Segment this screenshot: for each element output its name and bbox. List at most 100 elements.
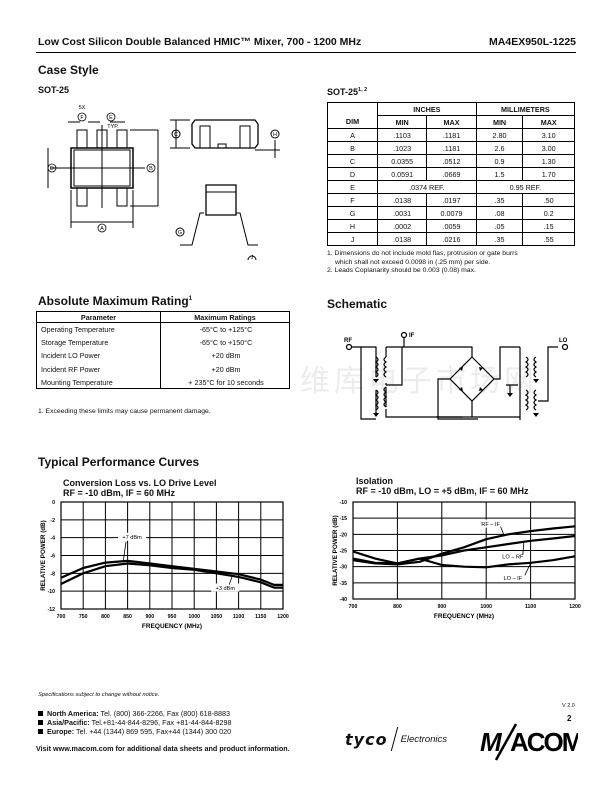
rating-row: Storage Temperature -65°C to +150°C (37, 335, 290, 350)
if-port-label: IF (409, 333, 415, 339)
plot-frame (60, 501, 284, 610)
svg-text:B: B (149, 166, 153, 172)
dim-row: C 0.0355.0512 0.9 1.30 (327, 154, 575, 168)
curves-heading: Typical Performance Curves (38, 455, 200, 469)
col-dim: DIM (327, 115, 378, 129)
contact-region: Europe: (47, 727, 75, 736)
y-tick-label: -35 (340, 581, 348, 587)
series-line-1 (352, 525, 576, 566)
ground-symbols (373, 379, 539, 417)
x-tick-label: 1100 (233, 614, 244, 620)
x-tick-label: 1200 (569, 604, 581, 610)
abs-max-sup: 1 (188, 296, 193, 302)
col-in-max: MAX (426, 115, 477, 129)
rating-parameter: Incident LO Power (41, 351, 101, 361)
dim-table-title: SOT-251, 2 (327, 87, 367, 97)
y-tick-label: -12 (48, 607, 56, 613)
x-tick-label: 700 (349, 604, 358, 610)
label-leader (522, 540, 525, 555)
dim-table-title-sup: 1, 2 (358, 87, 368, 93)
rating-value: +20 dBm (160, 349, 290, 363)
dim-cell: 3.00 (522, 141, 575, 155)
y-tick-label: -4 (50, 536, 55, 542)
x-tick-label: 1000 (480, 604, 492, 610)
rating-row: Incident RF Power +20 dBm (37, 362, 290, 376)
contact-text: Tel. (800) 366-2266, Fax (800) 618-8883 (100, 709, 230, 718)
x-axis-label: FREQUENCY (MHz) (142, 623, 202, 630)
y-tick-label: 0 (52, 500, 55, 506)
e-typ-label: TYP. (107, 124, 119, 130)
contact-line: Europe: Tel. +44 (1344) 869 595, Fax+44 … (38, 727, 231, 736)
col-in-min: MIN (376, 115, 428, 129)
x-tick-label: 1000 (188, 614, 200, 620)
rating-parameter: Incident RF Power (41, 364, 101, 374)
dim-cell: 2.80 (475, 128, 524, 142)
dim-cell: .1181 (426, 128, 477, 142)
abs-max-heading-text: Absolute Maximum Rating (38, 294, 189, 308)
label-bg (498, 573, 527, 582)
svg-text:H: H (273, 132, 277, 138)
dim-cell: .15 (522, 219, 575, 233)
dim-cell: B (327, 141, 378, 155)
col-mm-max: MAX (522, 115, 575, 129)
sot25-drawing-title: SOT-25 (38, 85, 70, 95)
dim-table-title-text: SOT-25 (327, 87, 359, 97)
series-label: RF – IF (481, 522, 500, 528)
y-tick-label: -10 (340, 500, 348, 506)
dim-cell: G (327, 206, 378, 220)
chart1-subtitle: RF = -10 dBm, IF = 60 MHz (63, 488, 176, 498)
dim-cell: J (327, 232, 378, 246)
dim-cell: .0138 (376, 193, 428, 207)
dim-cell: .0059 (426, 219, 477, 233)
package-outline-drawing: D B A F E 5X TYP. C H G J (47, 105, 280, 260)
x-tick-label: 700 (57, 614, 66, 620)
rating-value: -65°C to +125°C (160, 322, 290, 336)
dim-cell: 2.6 (475, 141, 524, 155)
isolation-chart: 700 800 900 1000 1100 1200 -10 -15 -20 -25 -30 -35 -… (332, 500, 581, 620)
label-leader (524, 562, 531, 576)
svg-text:A: A (100, 226, 104, 232)
y-tick-label: -25 (340, 549, 348, 555)
x-tick-label: 900 (437, 604, 446, 610)
part-number: MA4EX950L-1225 (489, 36, 576, 48)
dim-cell: .0002 (376, 219, 428, 233)
dim-blank-header (327, 102, 378, 116)
y-axis-label: RELATIVE POWER (dB) (40, 520, 47, 591)
series-label: +3 dBm (216, 586, 236, 592)
x-axis-label: FREQUENCY (MHz) (434, 613, 494, 620)
x-tick-label: 1100 (525, 604, 536, 610)
y-tick-label: -2 (50, 518, 55, 524)
dim-row: E .0374 REF. 0.95 REF. (327, 180, 576, 194)
dim-cell: H (327, 219, 378, 233)
dim-cell: 0.0079 (426, 206, 477, 220)
dim-cell: .1181 (426, 141, 477, 155)
x-tick-label: 850 (123, 614, 132, 620)
contact-line: North America: Tel. (800) 366-2266, Fax … (38, 709, 231, 718)
document-title: Low Cost Silicon Double Balanced HMIC™ M… (38, 36, 362, 48)
y-tick-label: -15 (340, 516, 348, 522)
dim-cell: .0197 (426, 193, 477, 207)
x-tick-label: 950 (168, 614, 177, 620)
abs-max-table: Parameter Maximum Ratings Operating Tempe… (36, 311, 290, 390)
svg-text:J: J (251, 255, 254, 260)
schematic-heading: Schematic (327, 297, 388, 311)
contact-list: North America: Tel. (800) 366-2266, Fax … (38, 709, 231, 736)
svg-text:C: C (174, 132, 178, 138)
dim-cell: 0.0591 (376, 167, 428, 181)
dim-cell: .0031 (376, 206, 428, 220)
chart2-subtitle: RF = -10 dBm, LO = +5 dBm, IF = 60 MHz (356, 486, 529, 496)
diode-icons (459, 367, 483, 391)
dim-cell: .0216 (426, 232, 477, 246)
series-label: LO – IF (504, 576, 523, 582)
plot-frame (352, 501, 576, 600)
contact-text: Tel.+81-44-844-8296, Fax +81-44-844-8298 (91, 718, 232, 727)
series-line-1 (60, 559, 283, 586)
label-leader (122, 541, 127, 562)
dim-cell: D (327, 167, 378, 181)
svg-text:G: G (178, 230, 182, 236)
dim-row: B .1023.1181 2.6 3.00 (327, 141, 575, 155)
col-mm-min: MIN (475, 115, 524, 129)
rating-parameter: Mounting Temperature (41, 377, 113, 387)
dim-cell: C (327, 154, 378, 168)
dim-cell: .35 (475, 193, 524, 207)
